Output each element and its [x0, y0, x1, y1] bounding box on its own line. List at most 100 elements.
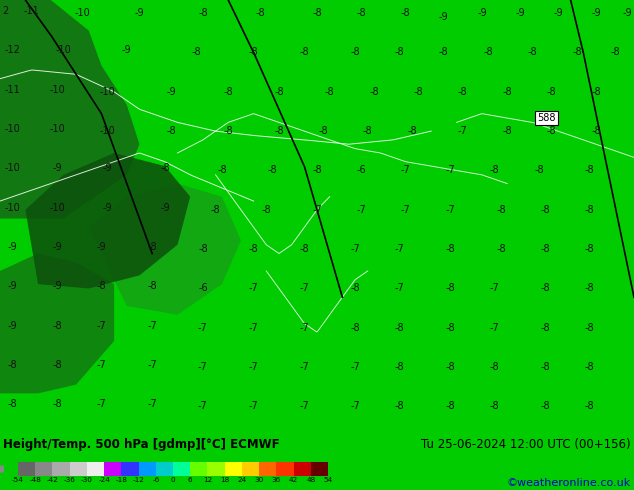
- Text: -8: -8: [217, 166, 227, 175]
- Bar: [173, 462, 190, 476]
- Text: -9: -9: [477, 8, 487, 18]
- Text: -9: -9: [103, 163, 113, 173]
- Text: -9: -9: [515, 8, 525, 18]
- Text: -9: -9: [134, 8, 145, 18]
- Text: 18: 18: [220, 477, 230, 483]
- Text: -8: -8: [540, 323, 550, 333]
- Text: -8: -8: [439, 48, 449, 57]
- Bar: [311, 462, 328, 476]
- Text: -8: -8: [394, 362, 404, 372]
- Text: -48: -48: [29, 477, 41, 483]
- Text: -7: -7: [458, 126, 468, 136]
- Text: -8: -8: [198, 244, 208, 254]
- Text: -10: -10: [49, 85, 65, 95]
- Text: -8: -8: [299, 244, 309, 254]
- Text: -7: -7: [299, 323, 309, 333]
- Text: -7: -7: [299, 362, 309, 372]
- Text: -8: -8: [585, 244, 595, 254]
- Text: -8: -8: [401, 8, 411, 18]
- Text: -8: -8: [363, 126, 373, 136]
- Text: -8: -8: [268, 166, 278, 175]
- Text: -7: -7: [198, 323, 208, 333]
- Text: -10: -10: [75, 8, 90, 18]
- Text: -8: -8: [540, 401, 550, 412]
- Text: -8: -8: [147, 242, 157, 252]
- Text: -24: -24: [98, 477, 110, 483]
- Text: -7: -7: [312, 205, 322, 215]
- Text: -8: -8: [394, 48, 404, 57]
- Text: -8: -8: [160, 163, 170, 173]
- Text: -8: -8: [350, 284, 360, 294]
- Text: -6: -6: [356, 166, 366, 175]
- Text: -7: -7: [394, 244, 404, 254]
- Text: -11: -11: [24, 6, 39, 16]
- Text: -10: -10: [100, 126, 115, 136]
- Bar: [87, 462, 104, 476]
- Text: -36: -36: [64, 477, 75, 483]
- Text: -7: -7: [299, 401, 309, 412]
- Text: -7: -7: [96, 399, 107, 409]
- Text: 54: 54: [323, 477, 333, 483]
- Text: -7: -7: [350, 401, 360, 412]
- Text: -7: -7: [96, 360, 107, 370]
- Text: -7: -7: [249, 362, 259, 372]
- Text: -9: -9: [439, 12, 449, 23]
- Text: -8: -8: [540, 244, 550, 254]
- Text: -8: -8: [274, 87, 284, 97]
- Text: -8: -8: [255, 8, 265, 18]
- Text: 30: 30: [254, 477, 264, 483]
- Text: -9: -9: [52, 242, 62, 252]
- Polygon shape: [25, 153, 190, 289]
- Text: -8: -8: [52, 399, 62, 409]
- Text: -8: -8: [312, 166, 322, 175]
- Text: -9: -9: [122, 45, 132, 55]
- Text: 588: 588: [537, 113, 556, 123]
- Text: -18: -18: [115, 477, 127, 483]
- Bar: [190, 462, 207, 476]
- Text: -7: -7: [489, 284, 500, 294]
- Text: Height/Temp. 500 hPa [gdmp][°C] ECMWF: Height/Temp. 500 hPa [gdmp][°C] ECMWF: [3, 438, 280, 451]
- Text: -8: -8: [394, 401, 404, 412]
- Text: -9: -9: [553, 8, 563, 18]
- Text: -9: -9: [96, 242, 107, 252]
- Bar: [242, 462, 259, 476]
- Text: -8: -8: [445, 323, 455, 333]
- Bar: [104, 462, 121, 476]
- Text: -9: -9: [8, 242, 18, 252]
- Text: -8: -8: [325, 87, 335, 97]
- Text: -7: -7: [198, 401, 208, 412]
- Text: -11: -11: [5, 85, 20, 95]
- Text: -8: -8: [350, 323, 360, 333]
- Text: -7: -7: [401, 166, 411, 175]
- Text: -8: -8: [274, 126, 284, 136]
- Text: -8: -8: [413, 87, 424, 97]
- Text: -7: -7: [356, 205, 366, 215]
- Text: -8: -8: [394, 323, 404, 333]
- Text: -6: -6: [198, 284, 208, 294]
- Polygon shape: [89, 184, 241, 315]
- Text: -7: -7: [249, 401, 259, 412]
- Text: -10: -10: [5, 202, 20, 213]
- Bar: [70, 462, 87, 476]
- Bar: [36, 462, 53, 476]
- Text: -10: -10: [5, 163, 20, 173]
- Text: -8: -8: [318, 126, 328, 136]
- Text: ©weatheronline.co.uk: ©weatheronline.co.uk: [507, 478, 631, 488]
- Text: -8: -8: [496, 244, 506, 254]
- Text: -10: -10: [100, 87, 115, 97]
- Text: -8: -8: [249, 48, 259, 57]
- Text: -7: -7: [147, 320, 157, 331]
- Text: -12: -12: [133, 477, 145, 483]
- Text: -8: -8: [489, 166, 500, 175]
- Text: -8: -8: [147, 281, 157, 291]
- Polygon shape: [0, 0, 139, 219]
- Text: 42: 42: [289, 477, 298, 483]
- Text: -9: -9: [591, 8, 601, 18]
- Text: -8: -8: [8, 360, 18, 370]
- Text: -8: -8: [489, 362, 500, 372]
- Text: -9: -9: [52, 281, 62, 291]
- Text: -54: -54: [12, 477, 24, 483]
- Text: -9: -9: [8, 281, 18, 291]
- Bar: [121, 462, 139, 476]
- Text: -8: -8: [527, 48, 538, 57]
